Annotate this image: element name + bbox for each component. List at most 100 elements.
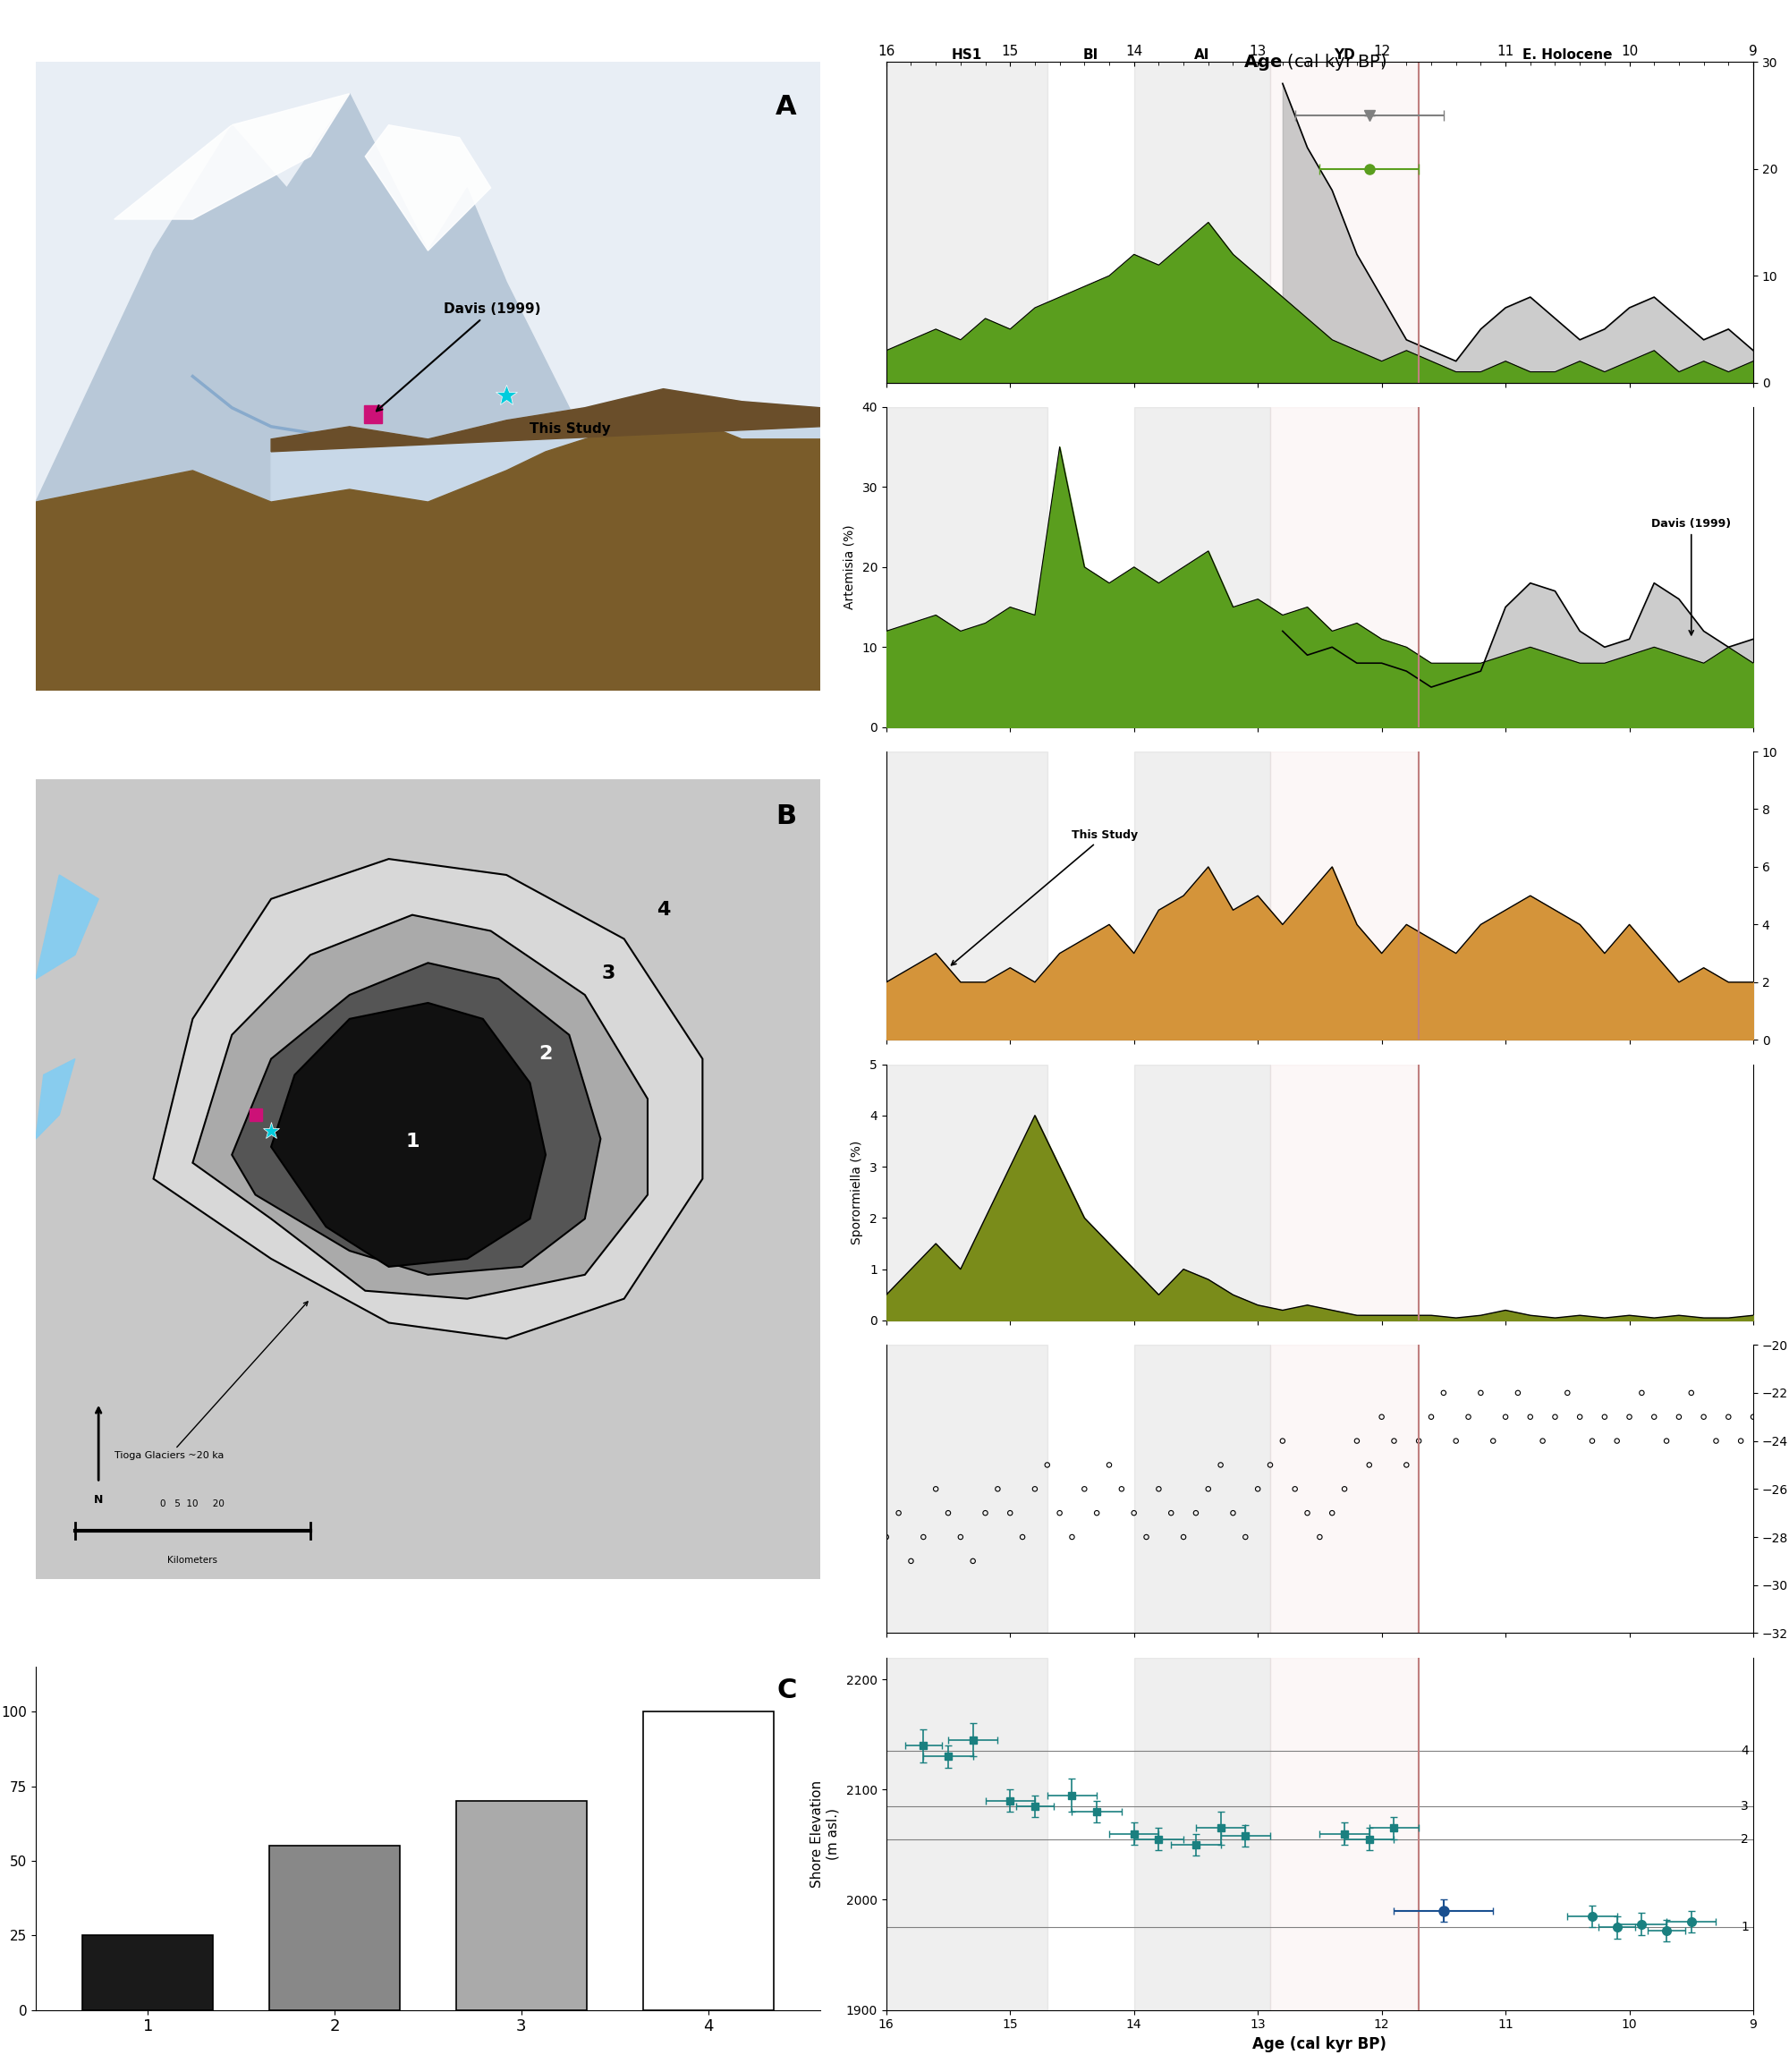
Bar	[82, 1935, 213, 2010]
Polygon shape	[272, 1003, 546, 1266]
Text: 3: 3	[1741, 1801, 1748, 1813]
Point	[1095, 1448, 1123, 1481]
Point	[984, 1473, 1013, 1506]
Bar	[1134, 406, 1270, 727]
Point	[1243, 1473, 1272, 1506]
Text: 4: 4	[1741, 1745, 1748, 1757]
Y-axis label: Shore Elevation
(m asl.): Shore Elevation (m asl.)	[810, 1780, 839, 1888]
Text: 1: 1	[406, 1133, 419, 1150]
Point	[996, 1496, 1025, 1529]
Point	[971, 1496, 1000, 1529]
Text: $\bf{Age}$ (cal kyr BP): $\bf{Age}$ (cal kyr BP)	[1243, 52, 1386, 73]
Bar	[886, 1658, 1047, 2010]
Text: Davis (1999): Davis (1999)	[1651, 518, 1732, 634]
Text: Tioga Glaciers ~20 ka: Tioga Glaciers ~20 ka	[114, 1301, 308, 1461]
Point	[896, 1544, 925, 1577]
Bar	[1134, 62, 1270, 383]
Point	[1057, 1521, 1086, 1554]
Point	[1206, 1448, 1234, 1481]
Point	[1032, 1448, 1061, 1481]
Point	[959, 1544, 988, 1577]
Bar	[1134, 1658, 1270, 2010]
Point	[1070, 1473, 1098, 1506]
X-axis label: Age (cal kyr BP): Age (cal kyr BP)	[1252, 2037, 1386, 2051]
Point	[1739, 1401, 1768, 1434]
Point	[909, 1521, 937, 1554]
Polygon shape	[193, 916, 648, 1299]
Point	[1318, 1496, 1347, 1529]
Bar	[886, 1065, 1047, 1320]
Point	[1331, 1473, 1360, 1506]
Text: Kilometers: Kilometers	[168, 1556, 218, 1564]
Text: 2: 2	[538, 1044, 553, 1063]
Bar	[886, 62, 1047, 383]
Point	[1628, 1376, 1657, 1409]
Point	[1009, 1521, 1038, 1554]
Point	[1726, 1423, 1755, 1457]
Text: BI: BI	[1082, 50, 1098, 62]
Text: 4: 4	[657, 901, 671, 918]
Point	[1429, 1376, 1458, 1409]
Y-axis label: Artemisia (%): Artemisia (%)	[843, 524, 855, 609]
Point	[1503, 1376, 1531, 1409]
Polygon shape	[272, 390, 819, 452]
Bar	[642, 1711, 773, 2010]
Point	[1404, 1423, 1433, 1457]
Text: HS1: HS1	[952, 50, 982, 62]
Point	[946, 1521, 975, 1554]
Point	[1515, 1401, 1544, 1434]
Point	[921, 1473, 950, 1506]
Bar	[1134, 1345, 1270, 1633]
Point	[1268, 1423, 1297, 1457]
Point	[1615, 1401, 1644, 1434]
Point	[1132, 1521, 1161, 1554]
Bar	[1270, 752, 1419, 1040]
Bar	[1270, 1065, 1419, 1320]
Bar	[1134, 752, 1270, 1040]
Text: 2: 2	[1741, 1834, 1748, 1846]
Point	[871, 1521, 900, 1554]
Y-axis label: Sporormiella (%): Sporormiella (%)	[852, 1140, 864, 1245]
Point	[1256, 1448, 1285, 1481]
Point	[1641, 1401, 1669, 1434]
Point	[1107, 1473, 1136, 1506]
Point	[1454, 1401, 1483, 1434]
Point	[1170, 1521, 1199, 1554]
Point	[1701, 1423, 1730, 1457]
Point	[1281, 1473, 1310, 1506]
Point	[1306, 1521, 1335, 1554]
Bar	[1270, 1345, 1419, 1633]
Point	[1367, 1401, 1395, 1434]
Point	[1181, 1496, 1209, 1529]
Point	[1392, 1448, 1420, 1481]
Text: AI: AI	[1195, 50, 1209, 62]
Point	[1528, 1423, 1556, 1457]
Text: B: B	[776, 804, 796, 829]
Point	[1676, 1376, 1705, 1409]
Point	[1553, 1376, 1581, 1409]
Bar	[886, 406, 1047, 727]
Point	[1689, 1401, 1717, 1434]
Point	[1193, 1473, 1222, 1506]
Text: 0   5  10     20: 0 5 10 20	[161, 1500, 225, 1508]
Point	[1218, 1496, 1247, 1529]
Point	[1145, 1473, 1174, 1506]
Point	[1120, 1496, 1149, 1529]
Text: YD: YD	[1335, 50, 1354, 62]
Point	[1714, 1401, 1742, 1434]
Text: This Study: This Study	[952, 829, 1138, 966]
Bar	[886, 752, 1047, 1040]
Point	[1231, 1521, 1259, 1554]
FancyBboxPatch shape	[36, 779, 819, 1579]
Point	[1020, 1473, 1048, 1506]
Bar	[1270, 62, 1419, 383]
Point	[1379, 1423, 1408, 1457]
Text: This Study: This Study	[530, 423, 612, 435]
FancyBboxPatch shape	[36, 62, 819, 690]
Text: 1: 1	[1741, 1921, 1750, 1933]
Point	[884, 1496, 912, 1529]
Bar	[1270, 406, 1419, 727]
Point	[1442, 1423, 1471, 1457]
Point	[1540, 1401, 1569, 1434]
Polygon shape	[272, 390, 819, 690]
